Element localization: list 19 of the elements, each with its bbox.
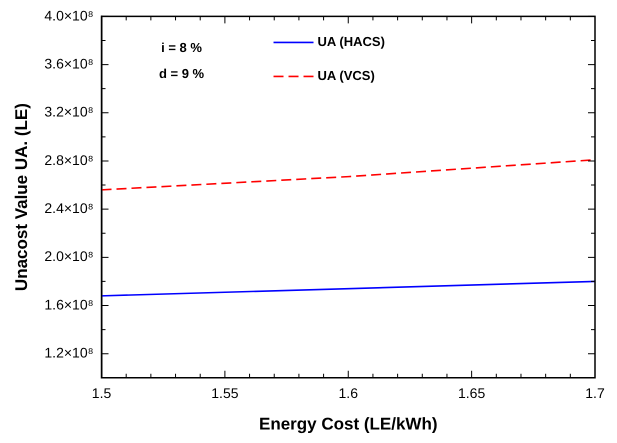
annotation: i = 8 %	[161, 40, 202, 55]
x-tick-label: 1.6	[338, 385, 358, 402]
y-tick-label: 2.8×10⁸	[44, 152, 94, 168]
y-axis-title: Unacost Value UA. (LE)	[12, 103, 31, 292]
legend-label: UA (HACS)	[318, 34, 385, 49]
x-tick-label: 1.5	[92, 385, 112, 402]
y-tick-label: 2.0×10⁸	[44, 248, 94, 264]
y-tick-label: 4.0×10⁸	[44, 7, 94, 24]
legend-label: UA (VCS)	[318, 68, 375, 83]
y-tick-label: 3.6×10⁸	[44, 55, 94, 72]
x-tick-label: 1.65	[458, 385, 486, 402]
x-tick-label: 1.55	[211, 385, 239, 402]
x-axis-title: Energy Cost (LE/kWh)	[259, 414, 438, 434]
y-tick-label: 3.2×10⁸	[44, 104, 94, 120]
y-tick-label: 1.6×10⁸	[44, 296, 94, 312]
y-tick-label: 1.2×10⁸	[44, 344, 94, 361]
annotation: d = 9 %	[158, 66, 205, 81]
y-tick-label: 2.4×10⁸	[44, 200, 94, 216]
x-tick-label: 1.7	[585, 385, 605, 402]
